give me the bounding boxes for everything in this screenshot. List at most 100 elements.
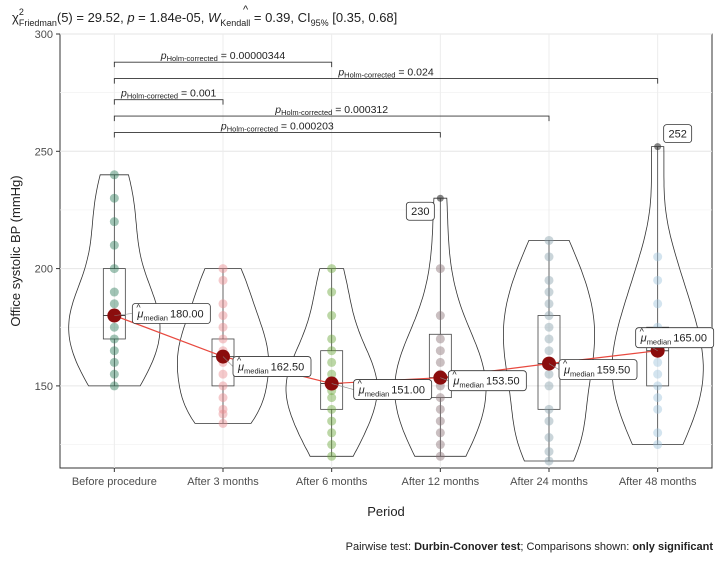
outlier-label: 252	[663, 124, 693, 144]
median-label: μmedian 159.50^	[548, 359, 638, 381]
outlier-label-box	[663, 124, 693, 144]
data-point	[435, 346, 445, 356]
median-label-leader	[114, 313, 133, 316]
data-point	[109, 264, 119, 274]
outliers: 230 252	[405, 124, 693, 221]
data-point	[327, 287, 337, 297]
outlier-label-box	[405, 201, 435, 221]
data-point	[435, 440, 445, 450]
x-tick-label: After 24 months	[510, 476, 588, 488]
data-point	[653, 275, 663, 285]
median-label-leader	[440, 377, 449, 381]
comparison-label: pHolm-corrected = 0.001	[120, 88, 217, 101]
data-point	[327, 404, 337, 414]
comparison-bracket: pHolm-corrected = 0.024	[113, 67, 659, 84]
median-hat-glyph: ^	[136, 303, 141, 313]
data-point	[653, 369, 663, 379]
data-point	[435, 416, 445, 426]
w-hat-glyph: ^	[243, 4, 249, 16]
data-point	[109, 287, 119, 297]
data-point	[544, 456, 554, 466]
data-point	[218, 311, 228, 321]
data-point	[544, 322, 554, 332]
median-label-box	[447, 370, 527, 392]
x-axis: Before procedure After 3 months After 6 mo…	[72, 468, 697, 488]
comparison-label: pHolm-corrected = 0.000203	[220, 121, 334, 134]
median-label-text: μmedian 180.00	[136, 309, 203, 323]
y-tick-label: 250	[35, 146, 53, 158]
outlier-label-text: 252	[668, 129, 686, 141]
box	[320, 350, 344, 410]
y-tick-label: 300	[35, 29, 53, 41]
data-point	[109, 346, 119, 356]
data-point	[218, 322, 228, 332]
data-point	[109, 299, 119, 309]
data-point	[435, 393, 445, 403]
data-point	[435, 404, 445, 414]
data-point	[109, 240, 119, 250]
comparison-label: pHolm-corrected = 0.000312	[274, 104, 388, 117]
data-point	[327, 416, 337, 426]
median-label: μmedian 153.50^	[440, 370, 527, 392]
data-point	[109, 334, 119, 344]
data-point	[544, 433, 554, 443]
median-label-text: μmedian 159.50	[563, 365, 630, 379]
data-point	[218, 409, 228, 419]
data-point	[544, 334, 554, 344]
comparison-label: pHolm-corrected = 0.024	[337, 67, 434, 80]
violin	[394, 197, 487, 457]
x-tick-label: After 12 months	[402, 476, 480, 488]
data-point	[435, 264, 445, 274]
median-hat-glyph: ^	[640, 327, 645, 337]
median-label-leader	[222, 356, 234, 367]
data-point	[653, 393, 663, 403]
y-axis-title: Office systolic BP (mmHg)	[8, 175, 23, 326]
box	[428, 333, 452, 399]
comparison-bracket: pHolm-corrected = 0.000203	[113, 121, 441, 138]
data-point	[544, 235, 554, 245]
data-point	[544, 299, 554, 309]
data-point	[327, 334, 337, 344]
median-label: μmedian 165.00^	[635, 327, 715, 351]
data-point	[653, 299, 663, 309]
median-labels: μmedian 180.00^μmedian 162.50^μmedian 151.0…	[114, 303, 715, 400]
outlier-point	[436, 194, 444, 202]
box	[646, 326, 670, 387]
median-hat-glyph: ^	[358, 379, 363, 389]
data-point	[327, 357, 337, 367]
y-axis: 150 200 250 300	[35, 29, 60, 393]
data-point	[327, 264, 337, 274]
data-point	[544, 252, 554, 262]
data-point	[544, 275, 554, 285]
data-point	[653, 440, 663, 450]
chart-title: χ2 Friedman(5) = 29.52, p = 1.84e-05, WKe…	[12, 7, 397, 28]
data-point	[327, 393, 337, 403]
data-point	[544, 416, 554, 426]
data-point	[653, 381, 663, 391]
comparison-line	[113, 61, 333, 68]
comparison-bracket: pHolm-corrected = 0.000312	[113, 104, 550, 122]
data-point	[218, 264, 228, 274]
data-point	[109, 170, 119, 180]
data-point	[544, 447, 554, 457]
data-point	[218, 275, 228, 285]
comparison-line	[113, 132, 441, 138]
median-label: μmedian 151.00^	[331, 379, 433, 400]
median-label-box	[635, 327, 715, 349]
data-point	[435, 334, 445, 344]
data-point	[327, 369, 337, 379]
median-label-leader	[331, 383, 354, 390]
median-label-text: μmedian 162.50	[237, 362, 304, 376]
median-label: μmedian 180.00^	[114, 303, 211, 324]
median-label: μmedian 162.50^	[222, 356, 312, 377]
median-label-text: μmedian 153.50	[452, 376, 519, 390]
data-point	[327, 346, 337, 356]
data-point	[544, 311, 554, 321]
median-hat-glyph: ^	[563, 359, 568, 369]
data-point	[653, 428, 663, 438]
comparison-bracket: pHolm-corrected = 0.00000344	[113, 50, 333, 68]
data-point	[109, 217, 119, 227]
data-point	[544, 369, 554, 379]
